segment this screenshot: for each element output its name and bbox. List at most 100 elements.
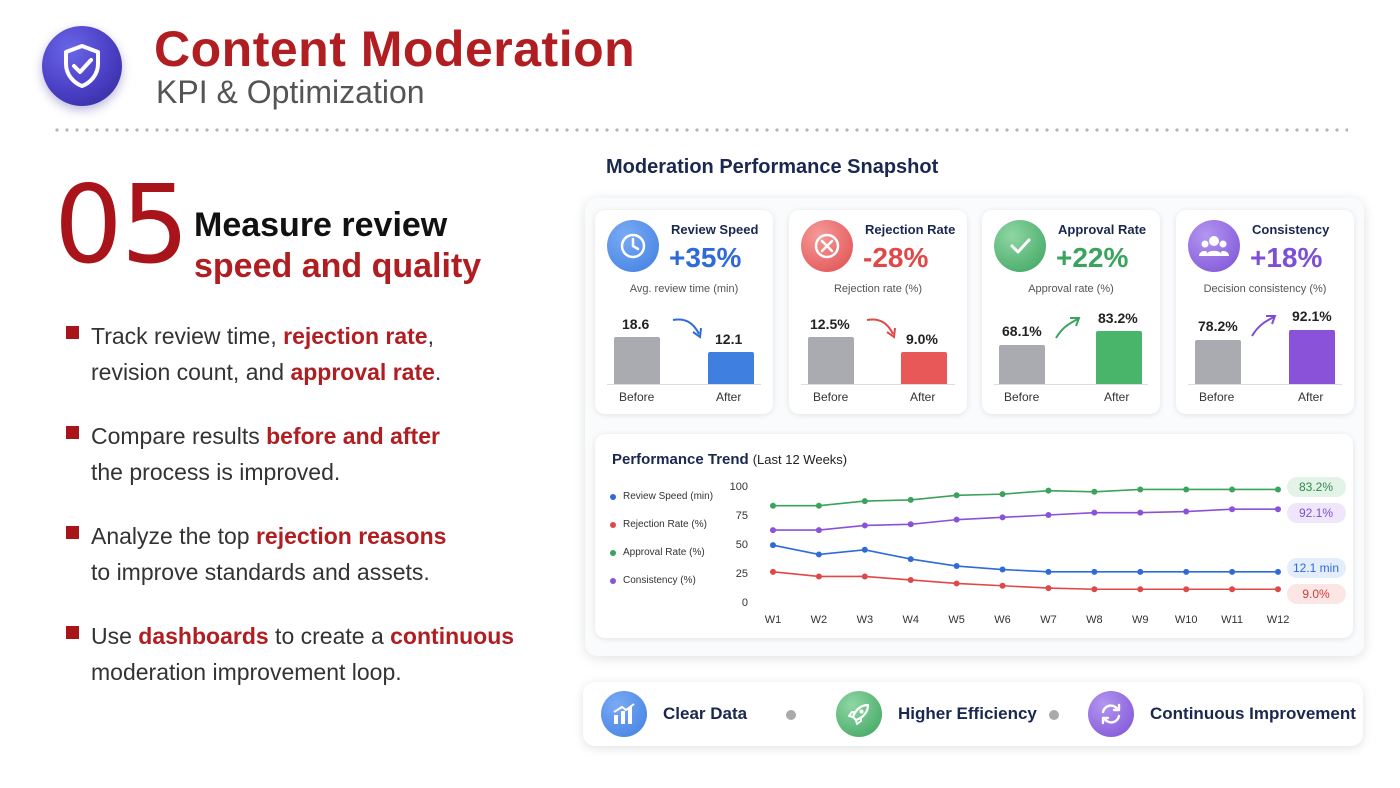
before-label: Before bbox=[1004, 390, 1040, 404]
data-point bbox=[1045, 487, 1052, 494]
data-point bbox=[1137, 568, 1144, 575]
x-tick-label: W2 bbox=[811, 614, 828, 626]
series-line bbox=[773, 488, 1278, 507]
trend-chart: 0 25 50 75 100 W1 W2 W3 W4 W5 W6 W7 W8 W9 W10 W11 W12 83.… bbox=[730, 477, 1346, 626]
data-point bbox=[1045, 512, 1052, 518]
data-point bbox=[953, 563, 960, 570]
bullet-marker bbox=[66, 426, 79, 439]
after-value: 92.1% bbox=[1292, 308, 1332, 324]
data-point bbox=[1137, 486, 1144, 493]
data-point bbox=[861, 522, 868, 529]
data-point bbox=[1275, 486, 1281, 493]
trend-title: Performance Trend (Last 12 Weeks) bbox=[612, 451, 847, 468]
data-point bbox=[907, 521, 914, 528]
data-point bbox=[770, 502, 776, 509]
bullet-list: Track review time, rejection rate, revis… bbox=[66, 318, 546, 718]
x-tick-label: W11 bbox=[1221, 614, 1243, 626]
series-line bbox=[772, 571, 1278, 591]
bullet-item: Compare results before and after the pro… bbox=[66, 418, 546, 490]
data-point bbox=[861, 546, 868, 553]
x-tick-label: W4 bbox=[902, 614, 919, 626]
data-point bbox=[770, 542, 776, 549]
end-value-badge bbox=[1287, 558, 1346, 578]
data-point bbox=[907, 556, 914, 563]
y-tick-label: 0 bbox=[742, 597, 748, 609]
kpi-value: +22% bbox=[1056, 242, 1129, 273]
data-point bbox=[1183, 586, 1190, 593]
bar-baseline bbox=[801, 384, 955, 385]
after-bar bbox=[1289, 330, 1335, 384]
data-point bbox=[1229, 586, 1236, 593]
x-tick-label: W12 bbox=[1267, 614, 1290, 626]
before-bar bbox=[999, 345, 1045, 384]
data-point bbox=[999, 582, 1006, 589]
y-tick-label: 100 bbox=[730, 481, 748, 493]
bullet-text: Use bbox=[91, 623, 139, 649]
kpi-card-approval-rate: Approval Rate +22% Approval rate (%) 68.… bbox=[982, 210, 1160, 414]
separator-dot bbox=[1049, 710, 1059, 720]
data-point bbox=[770, 568, 776, 575]
kpi-value: +35% bbox=[669, 242, 742, 273]
data-point bbox=[953, 492, 960, 499]
trend-down-arrow-icon bbox=[672, 318, 702, 339]
bullet-text: , bbox=[427, 323, 434, 349]
after-label: After bbox=[1298, 390, 1324, 404]
trend-title-text: Performance Trend bbox=[612, 451, 749, 468]
x-tick-label: W5 bbox=[948, 614, 965, 626]
before-value: 78.2% bbox=[1198, 318, 1238, 334]
legend-item: Review Speed (min) bbox=[610, 491, 713, 519]
page-title: Content Moderation bbox=[154, 21, 636, 77]
bullet-marker bbox=[66, 526, 79, 539]
x-tick-label: W3 bbox=[857, 614, 874, 626]
before-value: 68.1% bbox=[1002, 323, 1042, 339]
end-value-label: 83.2% bbox=[1299, 480, 1333, 494]
kpi-card-review-speed: Review Speed +35% Avg. review time (min)… bbox=[595, 210, 773, 414]
section-heading: Measure review speed and quality bbox=[194, 205, 481, 287]
after-label: After bbox=[1104, 390, 1130, 404]
benefit-label: Higher Efficiency bbox=[898, 704, 1037, 723]
bullet-text: moderation improvement loop. bbox=[91, 659, 402, 685]
chart-legend: Review Speed (min) Rejection Rate (%) Ap… bbox=[610, 491, 713, 603]
bar-baseline bbox=[994, 384, 1148, 385]
after-value: 9.0% bbox=[906, 331, 938, 347]
check-icon bbox=[994, 220, 1046, 272]
bullet-item: Track review time, rejection rate, revis… bbox=[66, 318, 546, 390]
data-point bbox=[1275, 586, 1281, 593]
shield-logo bbox=[42, 26, 122, 106]
series-line bbox=[772, 544, 1278, 573]
after-value: 83.2% bbox=[1098, 310, 1138, 326]
end-value-badge bbox=[1287, 503, 1346, 523]
bullet-text: . bbox=[434, 359, 442, 385]
x-tick-label: W8 bbox=[1086, 614, 1103, 626]
data-point bbox=[861, 573, 868, 580]
after-label: After bbox=[910, 390, 936, 404]
kpi-title: Review Speed bbox=[671, 222, 759, 237]
bullet-text: the process is improved. bbox=[91, 459, 341, 485]
bullet-text: Analyze the top bbox=[91, 523, 256, 549]
users-icon bbox=[1188, 220, 1240, 272]
end-value-label: 9.0% bbox=[1302, 587, 1330, 601]
bullet-highlight: rejection reasons bbox=[255, 523, 447, 549]
series-line bbox=[773, 508, 1278, 531]
data-point bbox=[1229, 568, 1236, 575]
data-point bbox=[1229, 486, 1236, 493]
x-tick-label: W10 bbox=[1175, 614, 1198, 626]
x-tick-label: W9 bbox=[1132, 614, 1149, 626]
bullet-text: to improve standards and assets. bbox=[91, 559, 430, 585]
before-bar bbox=[614, 337, 660, 384]
kpi-subtitle: Approval rate (%) bbox=[1028, 283, 1114, 295]
kpi-value: -28% bbox=[863, 242, 929, 273]
bullet-highlight: approval rate bbox=[290, 359, 435, 385]
section-number: 05 bbox=[54, 163, 189, 288]
kpi-subtitle: Decision consistency (%) bbox=[1203, 283, 1327, 295]
kpi-card-consistency: Consistency +18% Decision consistency (%… bbox=[1176, 210, 1354, 414]
benefit-label: Clear Data bbox=[663, 704, 748, 723]
data-point bbox=[999, 491, 1006, 498]
bullet-text: to create a bbox=[268, 623, 391, 649]
legend-item: Approval Rate (%) bbox=[610, 547, 713, 575]
data-point bbox=[1137, 509, 1144, 516]
data-point bbox=[1275, 506, 1281, 513]
bullet-text: revision count, and bbox=[91, 359, 291, 385]
kpi-title: Approval Rate bbox=[1058, 222, 1147, 237]
after-label: After bbox=[716, 390, 742, 404]
